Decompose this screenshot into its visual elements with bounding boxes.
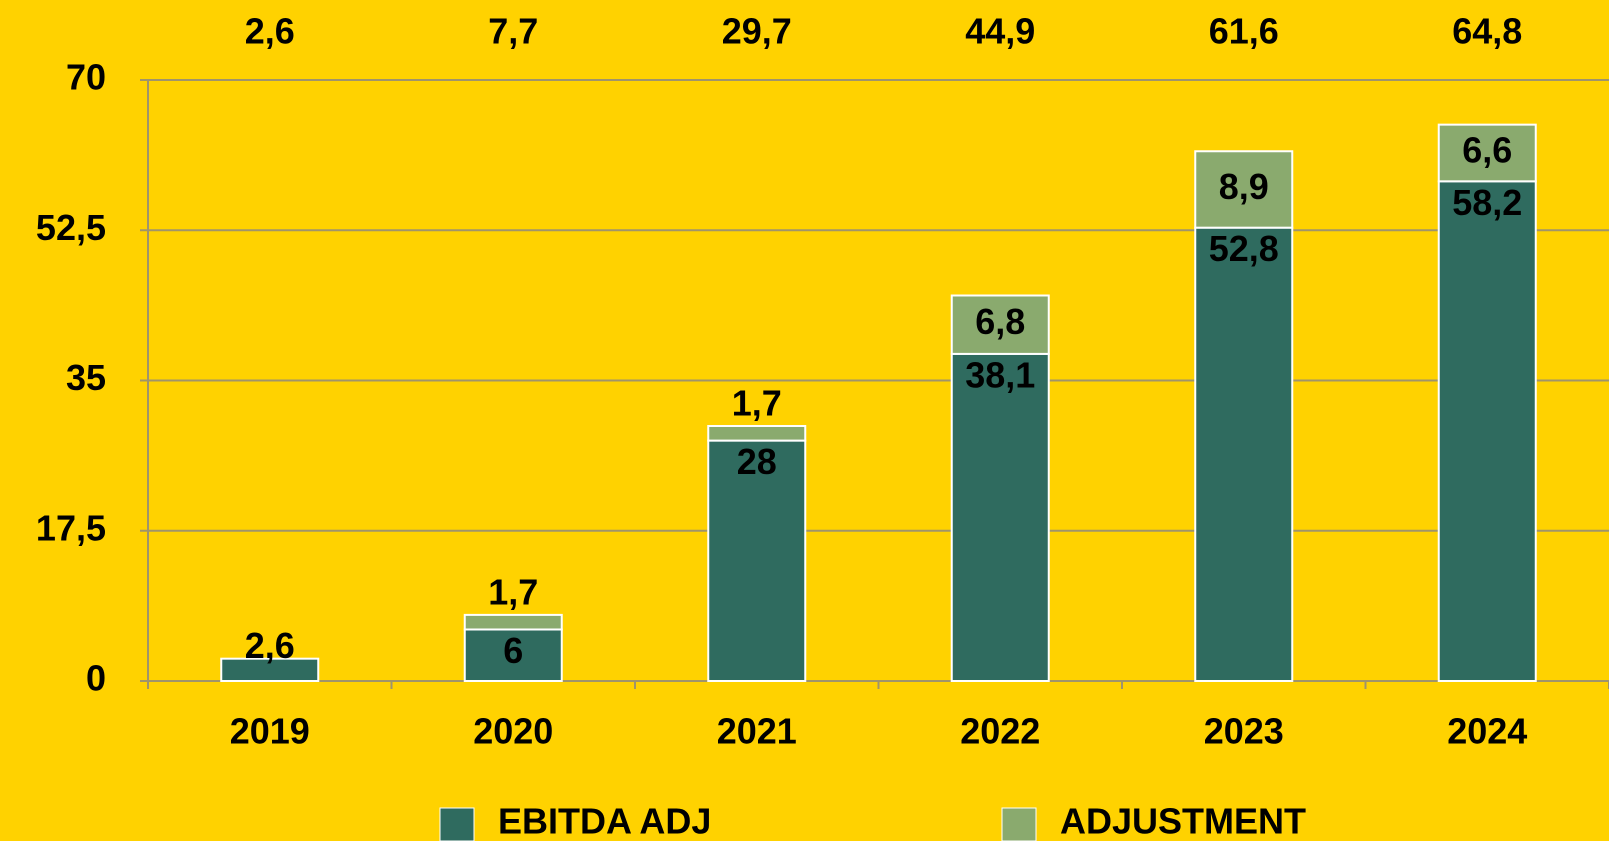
bar-segment: [1437, 180, 1537, 682]
total-label: 44,9: [965, 11, 1035, 52]
y-tick-label: 70: [66, 57, 106, 98]
bar-segment: [463, 613, 563, 631]
total-label: 64,8: [1452, 11, 1522, 52]
bar-segment: [463, 628, 563, 683]
bar-segment: [707, 425, 807, 442]
total-label: 29,7: [722, 11, 792, 52]
bar-segment: [220, 657, 320, 682]
data-label: 1,7: [488, 571, 538, 612]
total-label: 7,7: [488, 11, 538, 52]
bar-segment: [707, 439, 807, 682]
bar-segment: [1437, 123, 1537, 183]
bar-segment: [950, 352, 1050, 682]
data-label: 1,7: [732, 383, 782, 424]
y-tick-label: 17,5: [36, 507, 106, 548]
x-tick-label: 2022: [960, 711, 1040, 752]
data-label: 2,6: [245, 625, 295, 666]
data-label: 38,1: [965, 354, 1035, 395]
x-tick-label: 2019: [230, 711, 310, 752]
data-label: 6,6: [1462, 129, 1512, 170]
bar-segment: [1194, 226, 1294, 682]
total-label: 61,6: [1209, 11, 1279, 52]
data-label: 52,8: [1209, 228, 1279, 269]
x-tick-label: 2023: [1204, 711, 1284, 752]
data-label: 28: [737, 441, 777, 482]
y-tick-label: 52,5: [36, 207, 106, 248]
bar-segment: [1194, 150, 1294, 229]
data-label: 6: [503, 630, 523, 671]
y-tick-label: 0: [86, 658, 106, 699]
data-label: 8,9: [1219, 166, 1269, 207]
legend-swatch: [439, 807, 475, 841]
legend-label: EBITDA ADJ: [498, 801, 711, 841]
legend-swatch: [1001, 807, 1037, 841]
data-label: 58,2: [1452, 182, 1522, 223]
x-tick-label: 2020: [473, 711, 553, 752]
x-tick-label: 2021: [717, 711, 797, 752]
y-tick-label: 35: [66, 357, 106, 398]
data-label: 6,8: [975, 301, 1025, 342]
bar-segment: [950, 294, 1050, 355]
legend-label: ADJUSTMENT: [1060, 801, 1306, 841]
total-label: 2,6: [245, 11, 295, 52]
x-tick-label: 2024: [1447, 711, 1527, 752]
